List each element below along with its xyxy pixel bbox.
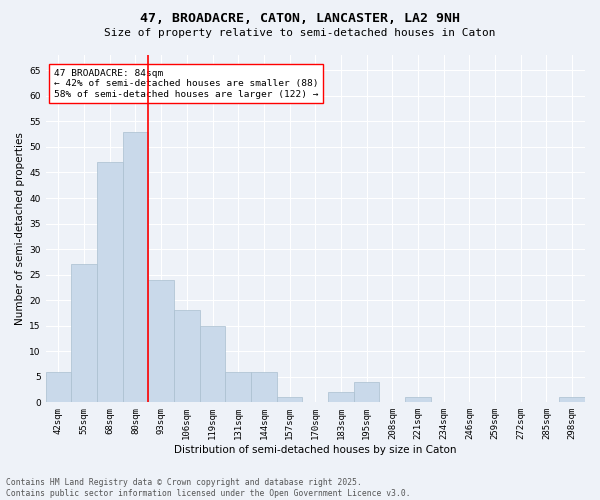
Bar [328, 392, 354, 402]
Bar [122, 132, 148, 402]
Bar [559, 397, 585, 402]
Bar [405, 397, 431, 402]
Bar [251, 372, 277, 402]
X-axis label: Distribution of semi-detached houses by size in Caton: Distribution of semi-detached houses by … [174, 445, 457, 455]
Bar [354, 382, 379, 402]
Bar [46, 372, 71, 402]
Bar [148, 280, 174, 402]
Text: Size of property relative to semi-detached houses in Caton: Size of property relative to semi-detach… [104, 28, 496, 38]
Y-axis label: Number of semi-detached properties: Number of semi-detached properties [15, 132, 25, 325]
Bar [277, 397, 302, 402]
Bar [226, 372, 251, 402]
Text: 47 BROADACRE: 84sqm
← 42% of semi-detached houses are smaller (88)
58% of semi-d: 47 BROADACRE: 84sqm ← 42% of semi-detach… [53, 69, 318, 98]
Bar [97, 162, 122, 402]
Text: 47, BROADACRE, CATON, LANCASTER, LA2 9NH: 47, BROADACRE, CATON, LANCASTER, LA2 9NH [140, 12, 460, 26]
Text: Contains HM Land Registry data © Crown copyright and database right 2025.
Contai: Contains HM Land Registry data © Crown c… [6, 478, 410, 498]
Bar [71, 264, 97, 402]
Bar [174, 310, 200, 402]
Bar [200, 326, 226, 402]
